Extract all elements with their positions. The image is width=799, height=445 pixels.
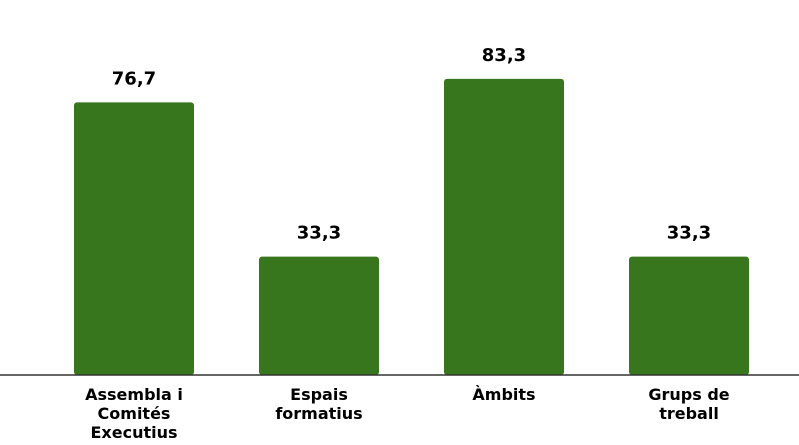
bar-1 bbox=[74, 102, 194, 376]
value-labels-group: 76,7 33,3 83,3 33,3 bbox=[112, 45, 711, 244]
category-label-line: Àmbits bbox=[472, 385, 535, 404]
category-label-4: Grups de treball bbox=[648, 385, 729, 423]
category-label-line: treball bbox=[659, 404, 719, 423]
bar-3 bbox=[444, 78, 564, 375]
value-label-4: 33,3 bbox=[667, 223, 711, 244]
category-label-3: Àmbits bbox=[472, 385, 535, 404]
value-label-1: 76,7 bbox=[112, 68, 156, 89]
category-label-line: Comités bbox=[98, 404, 171, 423]
category-label-line: formatius bbox=[275, 404, 362, 423]
category-label-2: Espais formatius bbox=[275, 385, 362, 423]
bar-4 bbox=[629, 256, 749, 375]
category-labels-group: Assembla i Comités Executius Espais formatiu… bbox=[85, 385, 730, 442]
category-label-1: Assembla i Comités Executius bbox=[85, 385, 183, 442]
category-label-line: Assembla i bbox=[85, 385, 183, 404]
category-label-line: Espais bbox=[290, 385, 348, 404]
bar-2 bbox=[259, 256, 379, 375]
bars-group bbox=[74, 78, 749, 376]
value-label-2: 33,3 bbox=[297, 223, 341, 244]
category-label-line: Executius bbox=[90, 423, 177, 442]
value-label-3: 83,3 bbox=[482, 45, 526, 66]
category-label-line: Grups de bbox=[648, 385, 729, 404]
